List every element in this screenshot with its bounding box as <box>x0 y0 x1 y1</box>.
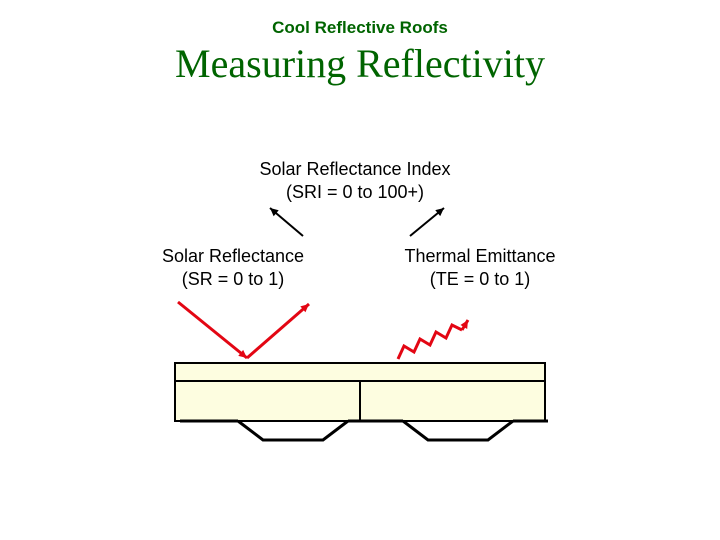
connector-arrows <box>270 208 444 236</box>
label-te-line1: Thermal Emittance <box>404 246 555 266</box>
label-sr-line1: Solar Reflectance <box>162 246 304 266</box>
understructure <box>175 421 553 443</box>
label-sr-line2: (SR = 0 to 1) <box>182 269 285 289</box>
slide-stage: Cool Reflective Roofs Measuring Reflecti… <box>0 0 720 540</box>
label-te-line2: (TE = 0 to 1) <box>430 269 531 289</box>
slide-title: Measuring Reflectivity <box>0 40 720 87</box>
label-sri: Solar Reflectance Index (SRI = 0 to 100+… <box>210 158 500 203</box>
label-te: Thermal Emittance (TE = 0 to 1) <box>370 245 590 290</box>
slide-subtitle: Cool Reflective Roofs <box>0 18 720 38</box>
energy-rays <box>178 302 468 359</box>
roof-block <box>175 363 545 421</box>
label-sri-line2: (SRI = 0 to 100+) <box>286 182 424 202</box>
label-sri-line1: Solar Reflectance Index <box>259 159 450 179</box>
label-sr: Solar Reflectance (SR = 0 to 1) <box>128 245 338 290</box>
